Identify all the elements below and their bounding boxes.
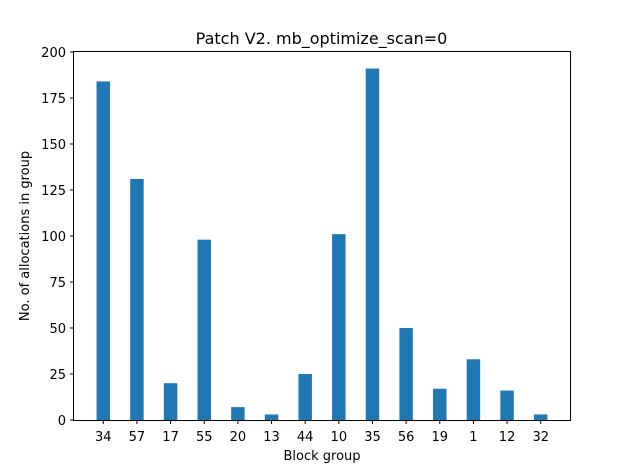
bar-34 xyxy=(96,81,111,420)
bar-56 xyxy=(399,328,413,420)
x-tick-label: 10 xyxy=(331,430,348,445)
bar-32 xyxy=(533,414,548,420)
y-axis-label: No. of allocations in group xyxy=(18,151,33,321)
bar-44 xyxy=(298,374,312,420)
y-tick-label: 175 xyxy=(41,92,66,107)
x-tick-label: 20 xyxy=(230,430,247,445)
x-axis-label: Block group xyxy=(283,449,360,464)
x-tick-label: 44 xyxy=(297,430,314,445)
bar-12 xyxy=(500,390,514,420)
x-tick-label: 17 xyxy=(162,430,179,445)
y-tick-label: 25 xyxy=(49,368,66,383)
x-tick-label: 13 xyxy=(263,430,280,445)
y-tick-label: 125 xyxy=(41,184,66,199)
bar-17 xyxy=(163,383,178,420)
y-tick-label: 200 xyxy=(41,46,66,61)
x-tick-label: 19 xyxy=(432,430,449,445)
bars-group xyxy=(96,68,548,420)
x-tick-label: 1 xyxy=(469,430,477,445)
x-tick-label: 12 xyxy=(499,430,516,445)
x-tick-label: 57 xyxy=(129,430,146,445)
bar-13 xyxy=(264,414,279,420)
x-ticks-group: 34 57 17 55 20 13 44 10 35 56 19 1 12 32 xyxy=(95,420,549,445)
bar-57 xyxy=(130,178,144,420)
y-tick-label: 50 xyxy=(49,322,66,337)
y-tick-label: 100 xyxy=(41,230,66,245)
bar-55 xyxy=(197,239,211,420)
x-tick-label: 56 xyxy=(398,430,415,445)
bar-19 xyxy=(433,388,447,420)
x-tick-label: 35 xyxy=(364,430,381,445)
plot-frame xyxy=(73,51,571,421)
x-tick-label: 34 xyxy=(95,430,112,445)
bar-10 xyxy=(332,234,346,420)
y-tick-label: 150 xyxy=(41,138,66,153)
x-tick-label: 32 xyxy=(532,430,549,445)
y-tick-label: 75 xyxy=(49,276,66,291)
x-tick-label: 55 xyxy=(196,430,213,445)
y-ticks-group: 0 25 50 75 100 125 150 175 200 xyxy=(41,46,74,429)
chart-title: Patch V2. mb_optimize_scan=0 xyxy=(196,29,448,49)
bar-35 xyxy=(365,68,380,420)
bar-20 xyxy=(231,407,245,420)
bar-1 xyxy=(466,359,481,420)
y-tick-label: 0 xyxy=(58,414,66,429)
